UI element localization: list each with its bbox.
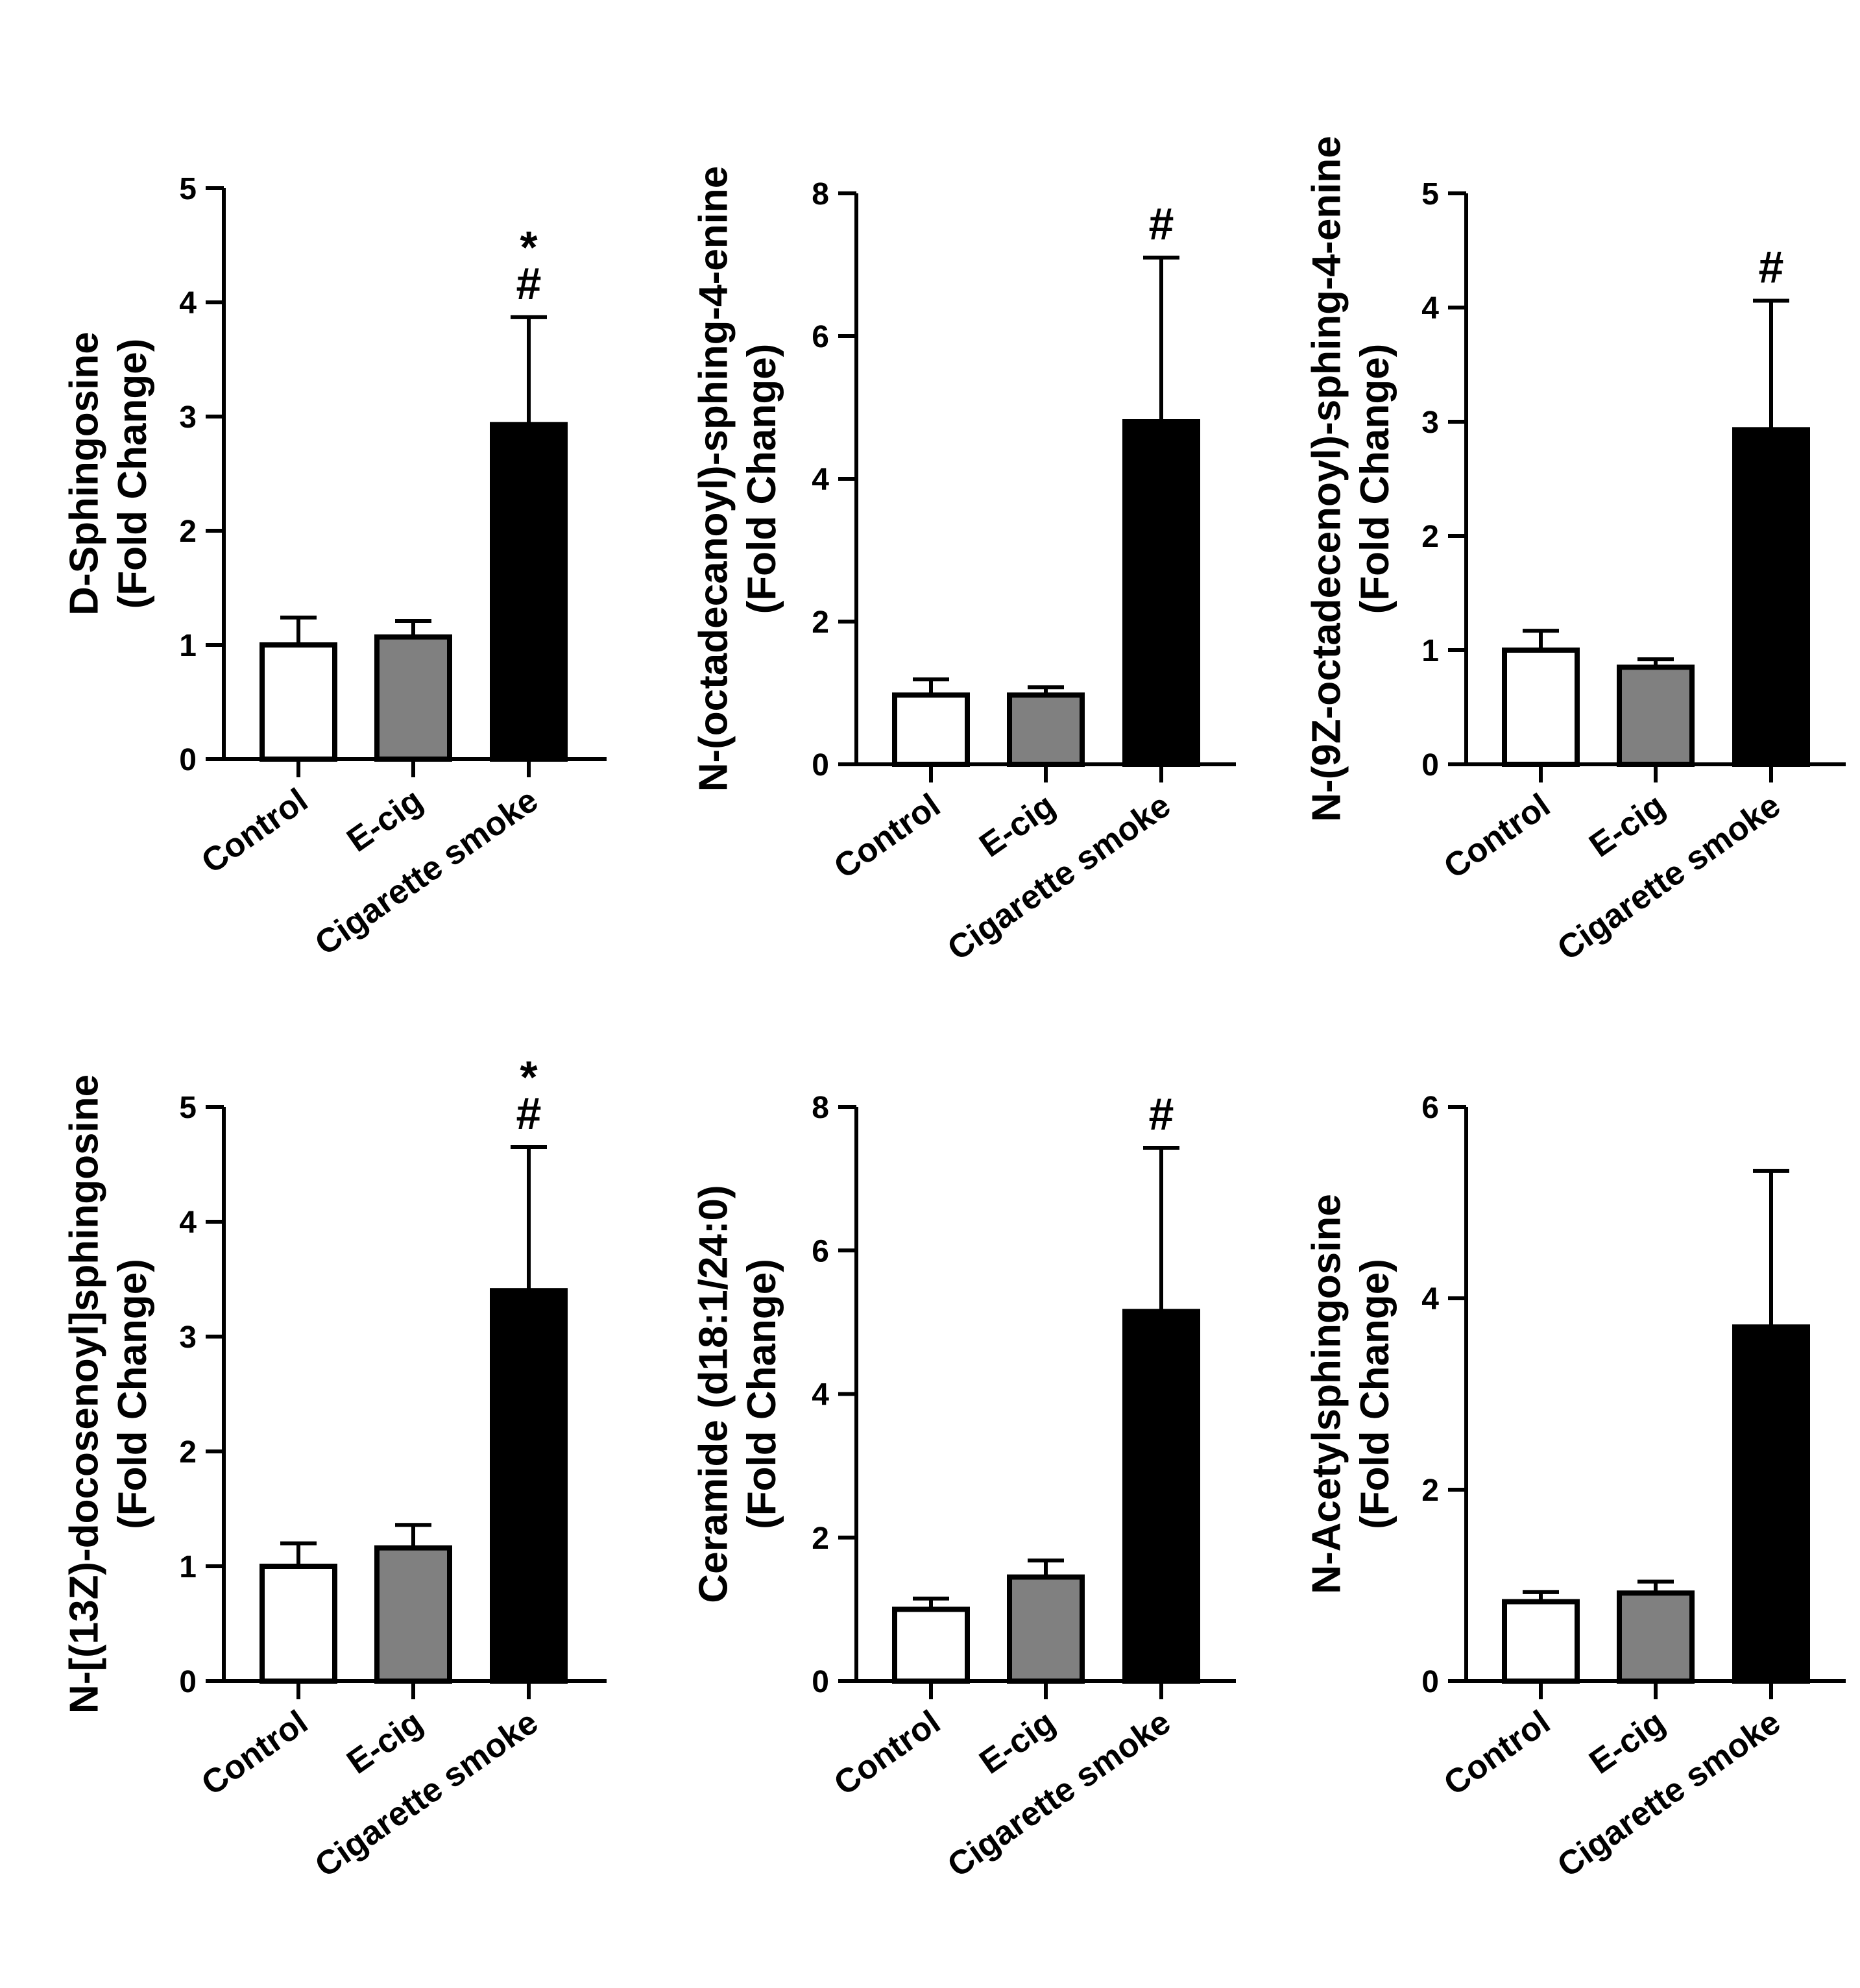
significance-hash: #: [1149, 199, 1174, 249]
y-tick-label: 8: [812, 1091, 829, 1125]
y-tick-label: 2: [179, 515, 197, 549]
y-axis-label: D-Sphingosine(Fold Change): [62, 332, 155, 615]
bar-e-cig: [374, 634, 452, 762]
y-tick-label: 5: [1421, 177, 1439, 212]
y-tick-label: 3: [179, 400, 197, 435]
y-tick-label: 4: [1421, 1282, 1439, 1316]
bar-cigarette-smoke: [1732, 1324, 1810, 1684]
y-tick-label: 0: [1421, 1665, 1439, 1699]
y-tick-label: 5: [179, 1091, 197, 1125]
bar-control: [260, 642, 337, 762]
bar-control: [892, 1606, 970, 1684]
y-axis-label: N-[(13Z)-docosenoyl]sphingosine(Fold Cha…: [62, 1074, 155, 1714]
y-tick-label: 0: [179, 1665, 197, 1699]
y-tick-label: 2: [179, 1435, 197, 1470]
y-tick-label: 2: [812, 605, 829, 640]
bar-e-cig: [1617, 664, 1695, 768]
y-tick-label: 0: [179, 743, 197, 777]
y-axis-label: N-(9Z-octadecenoyl)-sphing-4-enine(Fold …: [1305, 136, 1397, 822]
bar-cigarette-smoke: [1122, 419, 1200, 767]
significance-hash: #: [516, 258, 542, 309]
y-tick-label: 8: [812, 177, 829, 212]
y-tick-label: 0: [812, 1665, 829, 1699]
y-tick-label: 3: [1421, 406, 1439, 440]
y-tick-label: 4: [179, 286, 197, 321]
bar-cigarette-smoke: [1732, 427, 1810, 767]
y-tick-label: 5: [179, 172, 197, 206]
bar-e-cig: [1617, 1590, 1695, 1684]
bar-e-cig: [374, 1545, 452, 1684]
y-tick-label: 4: [179, 1206, 197, 1240]
y-tick-label: 2: [812, 1521, 829, 1556]
significance-hash: #: [1759, 241, 1784, 292]
y-tick-label: 2: [1421, 520, 1439, 554]
bar-e-cig: [1007, 1574, 1085, 1684]
y-tick-label: 1: [179, 1550, 197, 1584]
y-tick-label: 0: [1421, 748, 1439, 782]
y-axis-label: N-(octadecanoyl)-sphing-4-enine(Fold Cha…: [692, 166, 784, 792]
y-axis-label: Ceramide (d18:1/24:0)(Fold Change): [692, 1185, 784, 1603]
bar-control: [260, 1564, 337, 1684]
bar-cigarette-smoke: [490, 1288, 568, 1684]
y-tick-label: 3: [179, 1320, 197, 1355]
bar-control: [1502, 648, 1580, 767]
y-tick-label: 6: [812, 1234, 829, 1268]
y-tick-label: 1: [179, 629, 197, 663]
y-tick-label: 6: [812, 320, 829, 354]
bar-cigarette-smoke: [490, 422, 568, 762]
significance-hash: #: [1149, 1089, 1174, 1139]
y-tick-label: 1: [1421, 634, 1439, 668]
significance-hash: #: [516, 1088, 542, 1139]
y-axis-label: N-Acetylsphingosine(Fold Change): [1305, 1194, 1397, 1594]
y-tick-label: 6: [1421, 1091, 1439, 1125]
y-tick-label: 2: [1421, 1473, 1439, 1508]
significance-asterisk: *: [520, 1052, 538, 1102]
bar-e-cig: [1007, 692, 1085, 768]
y-tick-label: 0: [812, 748, 829, 782]
y-tick-label: 4: [812, 463, 829, 497]
bar-control: [892, 692, 970, 768]
significance-asterisk: *: [520, 222, 538, 273]
bar-cigarette-smoke: [1122, 1309, 1200, 1684]
y-tick-label: 4: [812, 1378, 829, 1412]
y-tick-label: 4: [1421, 291, 1439, 326]
bar-control: [1502, 1599, 1580, 1684]
